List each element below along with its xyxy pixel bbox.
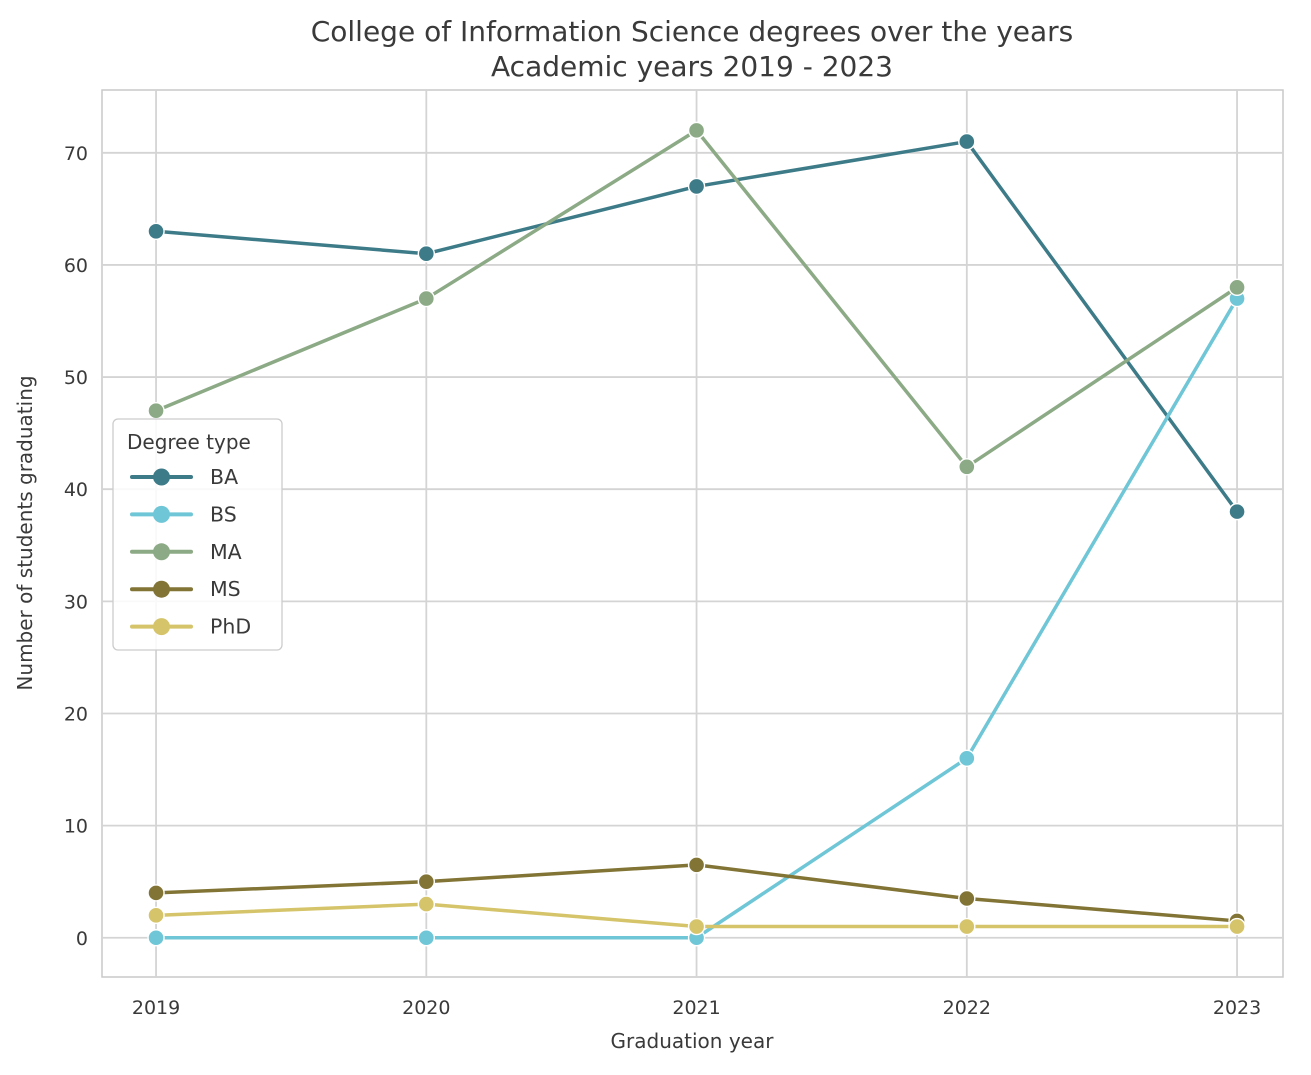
data-point-BA-2020 <box>417 245 436 263</box>
axis-ticks: 0 10 20 30 40 50 60 70 2019 2020 2021 2022 2023 <box>64 143 1261 1019</box>
legend-entries: BA BS MA MS PhD <box>130 465 251 639</box>
legend-marker-dot-BS <box>153 505 170 523</box>
y-tick-label-60: 60 <box>64 255 88 277</box>
data-point-BA-2019 <box>147 222 165 240</box>
x-tick-label-2019: 2019 <box>132 997 180 1019</box>
legend-label-MS: MS <box>210 577 241 601</box>
chart-subtitle: Academic years 2019 - 2023 <box>491 50 893 83</box>
x-tick-label-2023: 2023 <box>1213 997 1261 1019</box>
legend-label-MA: MA <box>210 540 242 564</box>
y-tick-label-50: 50 <box>64 367 88 389</box>
x-tick-label-2021: 2021 <box>672 997 720 1019</box>
data-point-BA-2021 <box>687 177 706 196</box>
y-tick-label-0: 0 <box>76 928 88 950</box>
legend-label-PhD: PhD <box>210 615 251 639</box>
data-point-MS-2020 <box>417 872 436 891</box>
x-axis-label: Graduation year <box>611 1029 775 1053</box>
data-point-PhD-2021 <box>687 917 706 936</box>
data-point-MA-2023 <box>1228 278 1246 297</box>
data-point-PhD-2019 <box>147 906 165 925</box>
plot-frame <box>101 89 1284 978</box>
y-tick-label-40: 40 <box>64 479 88 501</box>
data-point-MA-2022 <box>958 458 976 476</box>
legend-label-BA: BA <box>210 465 238 489</box>
x-tick-label-2020: 2020 <box>402 997 450 1019</box>
y-tick-label-20: 20 <box>64 703 88 725</box>
data-point-MA-2021 <box>687 121 706 140</box>
data-point-BS-2019 <box>147 929 165 947</box>
data-point-MS-2021 <box>687 856 706 874</box>
data-point-MA-2020 <box>417 289 436 308</box>
y-axis-label: Number of students graduating <box>13 375 37 690</box>
data-point-PhD-2020 <box>417 895 436 913</box>
y-tick-label-70: 70 <box>64 143 88 165</box>
legend-label-BS: BS <box>210 502 237 526</box>
y-tick-label-10: 10 <box>64 816 88 838</box>
legend-marker-dot-MA <box>153 543 170 561</box>
x-tick-label-2022: 2022 <box>943 997 991 1019</box>
data-point-BS-2020 <box>417 929 436 947</box>
legend-marker-dot-PhD <box>153 618 170 636</box>
legend-title: Degree type <box>127 430 251 454</box>
data-point-BA-2023 <box>1228 502 1246 521</box>
legend-marker-dot-BA <box>153 468 170 486</box>
data-point-MS-2019 <box>147 884 165 902</box>
data-point-BA-2022 <box>958 132 976 151</box>
data-point-MS-2022 <box>958 889 976 908</box>
legend: Degree type BA BS MA MS PhD <box>112 418 283 651</box>
data-point-PhD-2022 <box>958 917 976 936</box>
plot-area <box>101 89 1284 978</box>
data-point-PhD-2023 <box>1228 917 1246 936</box>
legend-marker-dot-MS <box>153 580 170 598</box>
data-point-BS-2022 <box>958 749 976 768</box>
y-tick-label-30: 30 <box>64 591 88 613</box>
chart-title: College of Information Science degrees o… <box>311 15 1074 48</box>
data-point-MA-2019 <box>147 402 165 420</box>
